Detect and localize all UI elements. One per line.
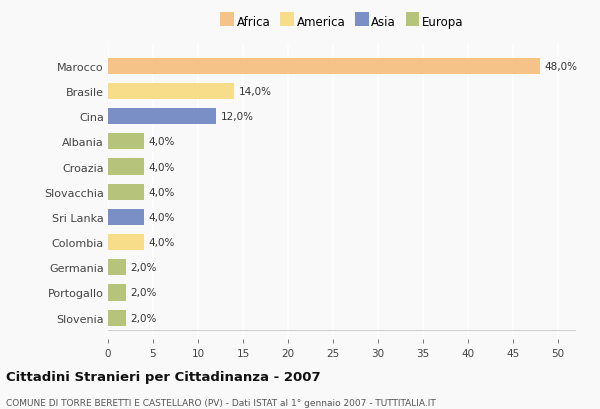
Bar (108, 285, 126, 301)
Text: 2,0%: 2,0% (131, 313, 157, 323)
Bar (108, 234, 144, 251)
Text: 2,0%: 2,0% (131, 288, 157, 298)
Bar (108, 134, 144, 150)
Text: Cittadini Stranieri per Cittadinanza - 2007: Cittadini Stranieri per Cittadinanza - 2… (6, 370, 320, 383)
Bar (108, 159, 144, 175)
Bar (108, 83, 234, 100)
Bar (108, 259, 126, 276)
Text: 2,0%: 2,0% (131, 263, 157, 273)
Bar (108, 310, 126, 326)
Text: 4,0%: 4,0% (149, 212, 175, 222)
Text: 4,0%: 4,0% (149, 162, 175, 172)
Bar (108, 58, 540, 75)
Bar (108, 184, 144, 200)
Text: 4,0%: 4,0% (149, 238, 175, 247)
Text: 48,0%: 48,0% (545, 62, 577, 72)
Text: 12,0%: 12,0% (221, 112, 254, 122)
Text: 14,0%: 14,0% (239, 87, 271, 97)
Legend: Africa, America, Asia, Europa: Africa, America, Asia, Europa (220, 16, 464, 29)
Text: 4,0%: 4,0% (149, 137, 175, 147)
Bar (108, 209, 144, 225)
Bar (108, 109, 216, 125)
Text: 4,0%: 4,0% (149, 187, 175, 197)
Text: COMUNE DI TORRE BERETTI E CASTELLARO (PV) - Dati ISTAT al 1° gennaio 2007 - TUTT: COMUNE DI TORRE BERETTI E CASTELLARO (PV… (6, 398, 436, 407)
